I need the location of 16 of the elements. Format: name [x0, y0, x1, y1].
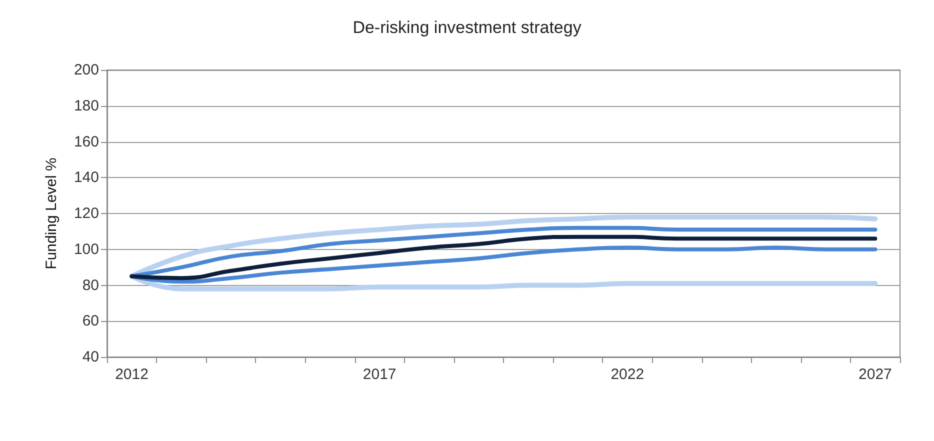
y-tick-label: 100: [74, 240, 99, 258]
y-tick-label: 200: [74, 62, 99, 78]
y-tick-label: 60: [82, 312, 99, 330]
y-tick-label: 180: [74, 97, 99, 114]
y-axis-title: Funding Level %: [43, 158, 60, 270]
y-tick-label: 120: [74, 205, 99, 222]
x-tick-label: 2022: [610, 366, 644, 383]
x-tick-label: 2012: [115, 366, 148, 383]
x-tick-label: 2027: [858, 366, 892, 383]
x-tick-label: 2017: [362, 366, 396, 383]
y-tick-label: 80: [82, 276, 99, 294]
y-tick-label: 40: [82, 348, 99, 366]
y-tick-label: 160: [74, 133, 99, 150]
y-tick-label: 140: [74, 169, 99, 186]
line-series: [130, 234, 878, 280]
chart-title: De-risking investment strategy: [352, 18, 582, 37]
